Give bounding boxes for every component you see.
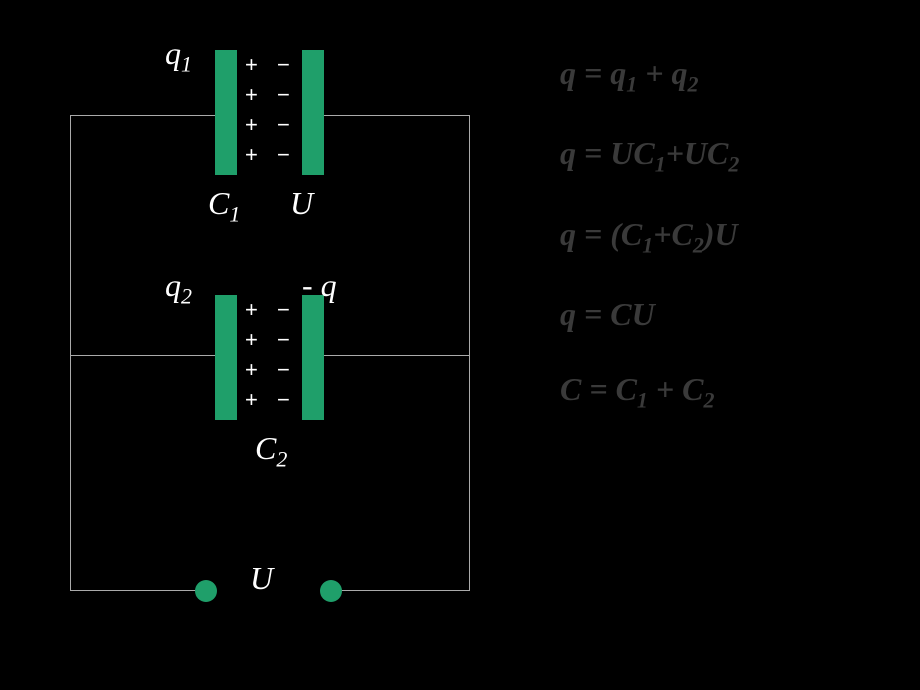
label-q2: q2 bbox=[165, 267, 192, 309]
label-c2-text: C bbox=[255, 430, 276, 466]
label-q2-text: q bbox=[165, 267, 181, 303]
eq5-a: C = C bbox=[560, 371, 637, 407]
eq2-c: +UC bbox=[666, 135, 729, 171]
capacitor-1-minus: − − − − bbox=[277, 50, 290, 170]
capacitor-2-minus: − − − − bbox=[277, 295, 290, 415]
wire-top-left bbox=[70, 115, 230, 116]
eq1-c: + q bbox=[637, 55, 687, 91]
label-minus-q: - q bbox=[302, 267, 337, 304]
label-q2-sub: 2 bbox=[181, 283, 192, 308]
wire-bottom-right bbox=[325, 590, 470, 591]
eq2-d: 2 bbox=[728, 152, 739, 177]
equations-block: q = q1 + q2 q = UC1+UC2 q = (C1+C2)U q =… bbox=[560, 55, 739, 452]
eq5-d: 2 bbox=[704, 388, 715, 413]
capacitor-2-left-plate bbox=[215, 295, 237, 420]
capacitor-2-right-plate bbox=[302, 295, 324, 420]
label-u-bottom: U bbox=[250, 560, 273, 597]
eq1-b: 1 bbox=[626, 71, 637, 96]
wire-bottom-left bbox=[70, 590, 205, 591]
wire-right bbox=[469, 115, 470, 590]
label-q1-text: q bbox=[165, 35, 181, 71]
equation-1: q = q1 + q2 bbox=[560, 55, 739, 97]
terminal-left bbox=[195, 580, 217, 602]
eq5-c: + C bbox=[648, 371, 704, 407]
terminal-right bbox=[320, 580, 342, 602]
eq3-b: 1 bbox=[642, 232, 653, 257]
equation-2: q = UC1+UC2 bbox=[560, 135, 739, 177]
circuit-diagram: + + + + − − − − + + + + − − − − q1 C1 U … bbox=[70, 35, 470, 595]
eq4: q = CU bbox=[560, 296, 655, 332]
eq3-c: +C bbox=[653, 216, 693, 252]
label-c1-sub: 1 bbox=[229, 201, 240, 226]
label-u-cap1: U bbox=[290, 185, 313, 222]
eq3-e: )U bbox=[704, 216, 738, 252]
capacitor-1-left-plate bbox=[215, 50, 237, 175]
eq1-d: 2 bbox=[687, 71, 698, 96]
label-c1-text: C bbox=[208, 185, 229, 221]
label-q1-sub: 1 bbox=[181, 51, 192, 76]
capacitor-1-plus: + + + + bbox=[245, 50, 258, 170]
equation-3: q = (C1+C2)U bbox=[560, 216, 739, 258]
wire-mid-left bbox=[70, 355, 230, 356]
equation-5: C = C1 + C2 bbox=[560, 371, 739, 413]
label-q1: q1 bbox=[165, 35, 192, 77]
eq3-d: 2 bbox=[693, 232, 704, 257]
wire-left bbox=[70, 115, 71, 590]
label-c2-sub: 2 bbox=[276, 446, 287, 471]
eq2-b: 1 bbox=[655, 152, 666, 177]
eq2-a: q = UC bbox=[560, 135, 655, 171]
capacitor-1-right-plate bbox=[302, 50, 324, 175]
eq1-a: q = q bbox=[560, 55, 626, 91]
capacitor-2-plus: + + + + bbox=[245, 295, 258, 415]
wire-top-right bbox=[310, 115, 470, 116]
label-c2: C2 bbox=[255, 430, 287, 472]
eq5-b: 1 bbox=[637, 388, 648, 413]
wire-mid-right bbox=[310, 355, 470, 356]
label-c1: C1 bbox=[208, 185, 240, 227]
equation-4: q = CU bbox=[560, 296, 739, 333]
eq3-a: q = (C bbox=[560, 216, 642, 252]
